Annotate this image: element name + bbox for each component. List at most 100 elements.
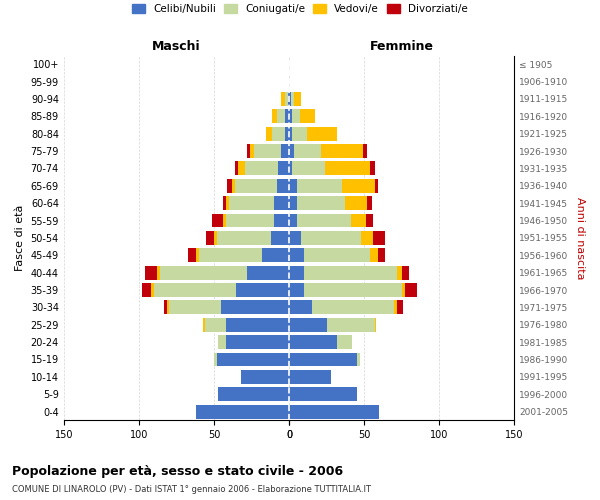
Bar (226, 335, 289, 349)
Bar (326, 318, 374, 332)
Bar (284, 127, 289, 140)
Bar (374, 179, 377, 193)
Bar (160, 266, 247, 280)
Bar (236, 283, 289, 297)
Bar (292, 127, 307, 140)
Bar (238, 162, 245, 175)
Bar (293, 144, 320, 158)
Bar (367, 196, 371, 210)
Bar (227, 179, 232, 193)
Bar (289, 179, 296, 193)
Bar (289, 144, 293, 158)
Bar (301, 231, 361, 245)
Bar (289, 110, 292, 124)
Text: Popolazione per età, sesso e stato civile - 2006: Popolazione per età, sesso e stato civil… (12, 464, 343, 477)
Bar (226, 196, 229, 210)
Bar (196, 248, 199, 262)
Bar (277, 110, 284, 124)
Bar (164, 300, 167, 314)
Bar (245, 162, 278, 175)
Bar (214, 352, 217, 366)
Bar (154, 283, 236, 297)
Bar (223, 196, 226, 210)
Bar (373, 231, 385, 245)
Bar (218, 388, 289, 401)
Bar (362, 144, 367, 158)
Bar (272, 127, 284, 140)
Bar (325, 162, 370, 175)
Title: Maschi: Maschi (152, 40, 201, 53)
Bar (293, 92, 301, 106)
Bar (320, 144, 362, 158)
Bar (226, 214, 274, 228)
Legend: Celibi/Nubili, Coniugati/e, Vedovi/e, Divorziati/e: Celibi/Nubili, Coniugati/e, Vedovi/e, Di… (128, 0, 472, 18)
Bar (289, 388, 356, 401)
Bar (254, 144, 281, 158)
Text: COMUNE DI LINAROLO (PV) - Dati ISTAT 1° gennaio 2006 - Elaborazione TUTTITALIA.I: COMUNE DI LINAROLO (PV) - Dati ISTAT 1° … (12, 485, 371, 494)
Bar (232, 179, 235, 193)
Bar (274, 196, 289, 210)
Bar (223, 214, 226, 228)
Bar (350, 214, 365, 228)
Bar (289, 92, 290, 106)
Bar (289, 370, 331, 384)
Bar (235, 179, 277, 193)
Bar (199, 248, 262, 262)
Bar (401, 266, 409, 280)
Bar (203, 318, 205, 332)
Bar (361, 231, 373, 245)
Bar (266, 127, 272, 140)
Bar (374, 318, 376, 332)
Bar (229, 196, 274, 210)
Bar (307, 127, 337, 140)
Bar (289, 404, 379, 418)
Bar (274, 214, 289, 228)
Y-axis label: Anni di nascita: Anni di nascita (575, 196, 585, 279)
Bar (341, 179, 374, 193)
Bar (292, 162, 325, 175)
Bar (235, 162, 238, 175)
Bar (397, 266, 401, 280)
Bar (311, 300, 394, 314)
Bar (287, 92, 289, 106)
Bar (404, 283, 416, 297)
Bar (247, 266, 289, 280)
Bar (292, 110, 299, 124)
Bar (226, 318, 289, 332)
Bar (212, 214, 223, 228)
Bar (277, 179, 289, 193)
Bar (365, 214, 373, 228)
Bar (281, 144, 289, 158)
Bar (289, 352, 356, 366)
Bar (377, 248, 385, 262)
Bar (296, 214, 350, 228)
Bar (289, 335, 337, 349)
Title: Femmine: Femmine (370, 40, 434, 53)
Bar (304, 283, 401, 297)
Bar (289, 283, 304, 297)
Bar (217, 352, 289, 366)
Bar (167, 300, 169, 314)
Bar (221, 300, 289, 314)
Bar (337, 335, 352, 349)
Bar (281, 92, 284, 106)
Bar (289, 231, 301, 245)
Bar (289, 127, 292, 140)
Bar (278, 162, 289, 175)
Bar (169, 300, 221, 314)
Bar (142, 283, 151, 297)
Bar (217, 231, 271, 245)
Bar (218, 335, 226, 349)
Bar (370, 248, 377, 262)
Y-axis label: Fasce di età: Fasce di età (15, 204, 25, 271)
Bar (241, 370, 289, 384)
Bar (397, 300, 403, 314)
Bar (247, 144, 250, 158)
Bar (272, 110, 277, 124)
Bar (394, 300, 397, 314)
Bar (271, 231, 289, 245)
Bar (196, 404, 289, 418)
Bar (205, 318, 226, 332)
Bar (289, 162, 292, 175)
Bar (290, 92, 293, 106)
